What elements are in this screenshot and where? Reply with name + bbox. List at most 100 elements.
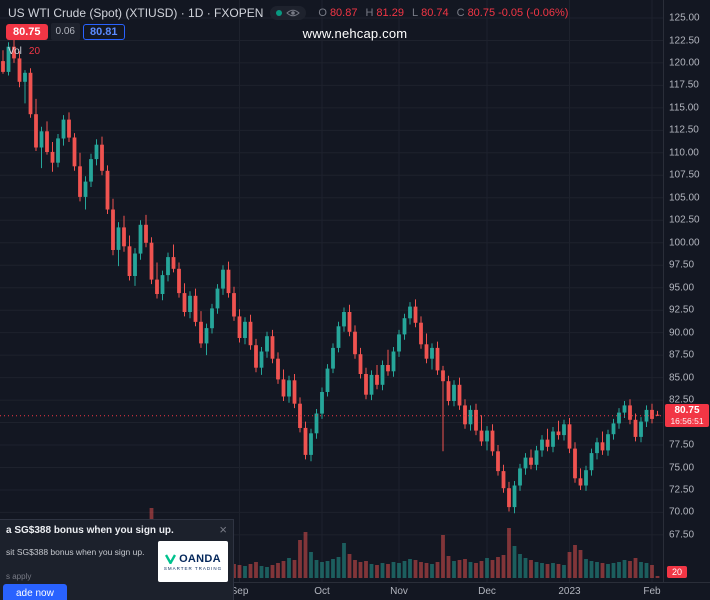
candle-body <box>243 321 247 338</box>
candle-body <box>193 295 198 322</box>
volume-bar <box>380 563 385 578</box>
candle-body <box>281 379 286 397</box>
candle-body <box>1 61 5 72</box>
volume-bar <box>611 563 616 578</box>
candle-body <box>39 131 44 148</box>
volume-bar <box>529 560 533 578</box>
volume-bar <box>430 564 434 578</box>
volume-bar <box>336 557 341 578</box>
ohlc-readout: O 80.87 H 81.29 L 80.74 C 80.75 -0.05 (-… <box>313 7 568 19</box>
price-axis-label: 125.00 <box>669 12 700 24</box>
volume-bar <box>501 555 506 578</box>
volume-bar <box>364 561 368 578</box>
candle-body <box>61 119 66 139</box>
candle-body <box>644 409 649 422</box>
volume-bar <box>644 563 649 578</box>
candle-body <box>408 306 412 319</box>
volume-bar <box>545 564 550 578</box>
candle-body <box>72 137 77 167</box>
candle-body <box>386 365 390 372</box>
candle-body <box>50 151 55 163</box>
candle-body <box>105 170 110 210</box>
ad-cta-button[interactable]: ade now <box>3 584 67 600</box>
price-axis-label: 115.00 <box>669 102 699 114</box>
price-axis[interactable]: 125.00 122.50 120.00 117.50 115.00 112.50 110.… <box>663 0 710 582</box>
price-axis-label: 95.00 <box>669 282 695 294</box>
volume-bar <box>446 556 451 578</box>
candle-body <box>551 431 555 447</box>
volume-bar <box>562 565 566 578</box>
ad-banner: a SG$388 bonus when you sign up. × sit S… <box>0 519 234 600</box>
volume-bar <box>622 560 627 578</box>
candle-body <box>380 365 385 385</box>
price-axis-label: 105.00 <box>669 192 700 204</box>
candle-body <box>122 227 126 247</box>
volume-bar <box>507 528 511 578</box>
candle-body <box>578 478 583 486</box>
price-chart[interactable] <box>0 0 663 582</box>
volume-bar <box>303 532 308 578</box>
candle-body <box>23 72 27 82</box>
volume-bar <box>650 565 654 578</box>
candle-body <box>292 380 297 404</box>
volume-bar <box>496 557 500 578</box>
price-axis-label: 75.00 <box>669 462 695 473</box>
candle-body <box>452 384 456 401</box>
candle-body <box>633 419 638 437</box>
volume-bar <box>534 562 539 578</box>
buy-button[interactable]: 80.81 <box>83 23 125 40</box>
candle-body <box>540 439 544 451</box>
candle-body <box>353 331 357 355</box>
candle-body <box>430 347 434 359</box>
candle-body <box>45 131 49 152</box>
ohlc-open-value: 80.87 <box>329 7 358 19</box>
candle-body <box>67 119 71 138</box>
candle-body <box>419 322 423 345</box>
volume-bar <box>452 561 456 578</box>
volume-bar <box>331 559 335 578</box>
candle-body <box>463 405 467 425</box>
candle-body <box>276 358 280 380</box>
candle-body <box>133 253 137 276</box>
volume-value: 20 <box>28 46 41 57</box>
candle-body <box>314 413 319 434</box>
candle-body <box>17 58 22 82</box>
candle-body <box>160 275 165 294</box>
candle-body <box>149 242 154 280</box>
price-axis-label: 90.00 <box>669 327 695 339</box>
candle-body <box>413 306 418 323</box>
volume-bar <box>573 545 577 578</box>
volume-bar <box>232 564 236 578</box>
volume-bar <box>655 576 660 578</box>
price-axis-label: 117.50 <box>669 79 699 91</box>
ad-terms: s apply <box>6 572 32 581</box>
volume-bar <box>523 558 528 578</box>
volume-bar <box>408 559 412 578</box>
time-axis-label: Oct <box>314 586 330 597</box>
volume-bar <box>243 566 247 578</box>
visibility-toggle-icon[interactable] <box>286 8 301 18</box>
candle-body <box>177 268 181 294</box>
candle-body <box>369 374 374 395</box>
volume-bar <box>435 562 440 578</box>
ohlc-close-label: C <box>456 7 465 19</box>
quote-row: 80.75 0.06 80.81 <box>6 23 125 40</box>
volume-bar <box>281 561 286 578</box>
candle-body <box>567 424 572 449</box>
ad-close-button[interactable]: × <box>215 520 231 539</box>
volume-bar <box>237 565 242 578</box>
candle-body <box>100 144 104 171</box>
time-axis-label: Sep <box>230 586 249 597</box>
ad-headline: a SG$388 bonus when you sign up. <box>6 525 174 536</box>
sell-button[interactable]: 80.75 <box>6 23 48 40</box>
candle-body <box>12 46 16 59</box>
candle-body <box>94 144 99 160</box>
price-axis-label: 77.50 <box>669 439 695 451</box>
volume-bar <box>639 562 643 578</box>
symbol-title[interactable]: US WTI Crude (Spot) (XTIUSD) · 1D · FXOP… <box>8 6 264 20</box>
candle-body <box>606 434 610 451</box>
volume-bar <box>633 558 638 578</box>
candle-body <box>182 293 187 312</box>
candle-body <box>83 181 88 197</box>
candle-body <box>28 72 33 115</box>
